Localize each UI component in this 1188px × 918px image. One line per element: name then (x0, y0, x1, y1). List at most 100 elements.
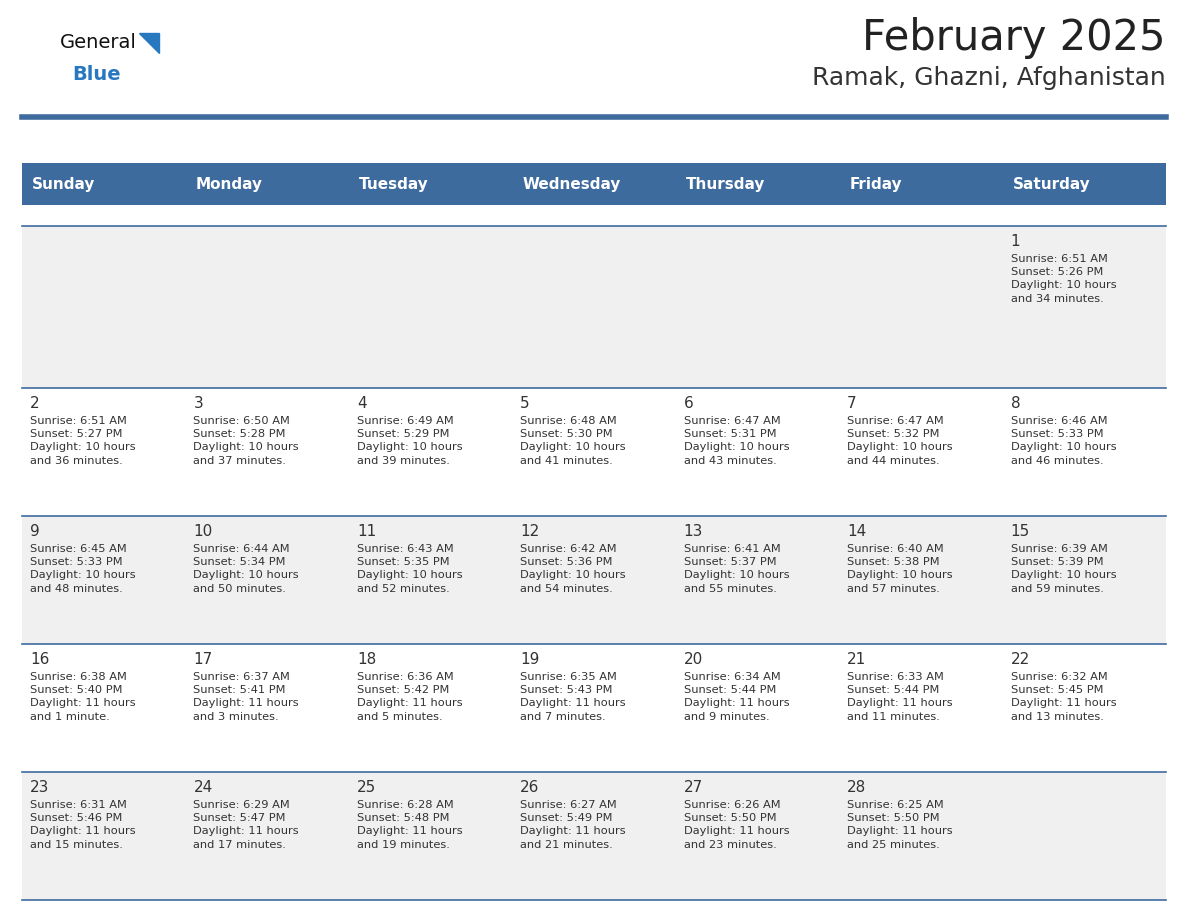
Bar (185, 163, 349, 205)
Bar (839, 163, 1003, 205)
Text: Monday: Monday (196, 176, 263, 192)
Text: 27: 27 (684, 780, 703, 795)
Bar (1003, 226, 1165, 388)
Bar (1003, 772, 1165, 900)
Text: Sunrise: 6:40 AM
Sunset: 5:38 PM
Daylight: 10 hours
and 57 minutes.: Sunrise: 6:40 AM Sunset: 5:38 PM Dayligh… (847, 544, 953, 594)
Bar (23, 388, 185, 516)
Bar (676, 516, 839, 644)
Bar (349, 644, 512, 772)
Text: February 2025: February 2025 (862, 17, 1165, 59)
Text: 14: 14 (847, 524, 866, 539)
Bar (839, 226, 1003, 388)
Text: Sunrise: 6:47 AM
Sunset: 5:31 PM
Daylight: 10 hours
and 43 minutes.: Sunrise: 6:47 AM Sunset: 5:31 PM Dayligh… (684, 416, 789, 465)
Bar (839, 516, 1003, 644)
Text: Sunrise: 6:51 AM
Sunset: 5:26 PM
Daylight: 10 hours
and 34 minutes.: Sunrise: 6:51 AM Sunset: 5:26 PM Dayligh… (1011, 254, 1117, 304)
Text: Sunrise: 6:28 AM
Sunset: 5:48 PM
Daylight: 11 hours
and 19 minutes.: Sunrise: 6:28 AM Sunset: 5:48 PM Dayligh… (356, 800, 462, 849)
Text: Sunrise: 6:41 AM
Sunset: 5:37 PM
Daylight: 10 hours
and 55 minutes.: Sunrise: 6:41 AM Sunset: 5:37 PM Dayligh… (684, 544, 789, 594)
Text: 4: 4 (356, 396, 366, 411)
Text: Sunrise: 6:51 AM
Sunset: 5:27 PM
Daylight: 10 hours
and 36 minutes.: Sunrise: 6:51 AM Sunset: 5:27 PM Dayligh… (30, 416, 135, 465)
Text: Blue: Blue (72, 65, 121, 84)
Text: 1: 1 (1011, 234, 1020, 249)
Text: 17: 17 (194, 652, 213, 667)
Bar (23, 644, 185, 772)
Text: Sunrise: 6:49 AM
Sunset: 5:29 PM
Daylight: 10 hours
and 39 minutes.: Sunrise: 6:49 AM Sunset: 5:29 PM Dayligh… (356, 416, 462, 465)
Text: 25: 25 (356, 780, 377, 795)
Text: Thursday: Thursday (685, 176, 765, 192)
Bar (839, 644, 1003, 772)
Text: Sunrise: 6:38 AM
Sunset: 5:40 PM
Daylight: 11 hours
and 1 minute.: Sunrise: 6:38 AM Sunset: 5:40 PM Dayligh… (30, 672, 135, 722)
Text: Sunrise: 6:29 AM
Sunset: 5:47 PM
Daylight: 11 hours
and 17 minutes.: Sunrise: 6:29 AM Sunset: 5:47 PM Dayligh… (194, 800, 299, 849)
Bar (676, 388, 839, 516)
Bar (676, 644, 839, 772)
Text: Wednesday: Wednesday (523, 176, 620, 192)
Text: Ramak, Ghazni, Afghanistan: Ramak, Ghazni, Afghanistan (813, 66, 1165, 90)
Text: 9: 9 (30, 524, 39, 539)
Bar (512, 388, 676, 516)
Bar (349, 388, 512, 516)
Text: Sunrise: 6:42 AM
Sunset: 5:36 PM
Daylight: 10 hours
and 54 minutes.: Sunrise: 6:42 AM Sunset: 5:36 PM Dayligh… (520, 544, 626, 594)
Text: 23: 23 (30, 780, 50, 795)
Text: Sunrise: 6:46 AM
Sunset: 5:33 PM
Daylight: 10 hours
and 46 minutes.: Sunrise: 6:46 AM Sunset: 5:33 PM Dayligh… (1011, 416, 1117, 465)
Bar (512, 516, 676, 644)
Bar (1003, 388, 1165, 516)
Text: Sunrise: 6:47 AM
Sunset: 5:32 PM
Daylight: 10 hours
and 44 minutes.: Sunrise: 6:47 AM Sunset: 5:32 PM Dayligh… (847, 416, 953, 465)
Text: 13: 13 (684, 524, 703, 539)
Bar (185, 644, 349, 772)
Text: Sunrise: 6:44 AM
Sunset: 5:34 PM
Daylight: 10 hours
and 50 minutes.: Sunrise: 6:44 AM Sunset: 5:34 PM Dayligh… (194, 544, 299, 594)
Bar (676, 772, 839, 900)
Text: 11: 11 (356, 524, 377, 539)
Bar (512, 644, 676, 772)
Bar (1003, 163, 1165, 205)
Text: 16: 16 (30, 652, 50, 667)
Text: Friday: Friday (849, 176, 902, 192)
Text: Sunrise: 6:36 AM
Sunset: 5:42 PM
Daylight: 11 hours
and 5 minutes.: Sunrise: 6:36 AM Sunset: 5:42 PM Dayligh… (356, 672, 462, 722)
Bar (676, 226, 839, 388)
Text: 24: 24 (194, 780, 213, 795)
Bar (839, 772, 1003, 900)
Bar (185, 516, 349, 644)
Text: 28: 28 (847, 780, 866, 795)
Text: Sunrise: 6:48 AM
Sunset: 5:30 PM
Daylight: 10 hours
and 41 minutes.: Sunrise: 6:48 AM Sunset: 5:30 PM Dayligh… (520, 416, 626, 465)
Text: Sunrise: 6:39 AM
Sunset: 5:39 PM
Daylight: 10 hours
and 59 minutes.: Sunrise: 6:39 AM Sunset: 5:39 PM Dayligh… (1011, 544, 1117, 594)
Bar (23, 163, 185, 205)
Text: 6: 6 (684, 396, 694, 411)
Text: Sunrise: 6:31 AM
Sunset: 5:46 PM
Daylight: 11 hours
and 15 minutes.: Sunrise: 6:31 AM Sunset: 5:46 PM Dayligh… (30, 800, 135, 849)
Text: Sunrise: 6:27 AM
Sunset: 5:49 PM
Daylight: 11 hours
and 21 minutes.: Sunrise: 6:27 AM Sunset: 5:49 PM Dayligh… (520, 800, 626, 849)
Text: Sunrise: 6:35 AM
Sunset: 5:43 PM
Daylight: 11 hours
and 7 minutes.: Sunrise: 6:35 AM Sunset: 5:43 PM Dayligh… (520, 672, 626, 722)
Bar (185, 388, 349, 516)
Text: Sunrise: 6:37 AM
Sunset: 5:41 PM
Daylight: 11 hours
and 3 minutes.: Sunrise: 6:37 AM Sunset: 5:41 PM Dayligh… (194, 672, 299, 722)
Bar (23, 226, 185, 388)
Text: 7: 7 (847, 396, 857, 411)
Text: 3: 3 (194, 396, 203, 411)
Text: 15: 15 (1011, 524, 1030, 539)
Bar (185, 772, 349, 900)
Text: Sunrise: 6:32 AM
Sunset: 5:45 PM
Daylight: 11 hours
and 13 minutes.: Sunrise: 6:32 AM Sunset: 5:45 PM Dayligh… (1011, 672, 1117, 722)
Text: 10: 10 (194, 524, 213, 539)
Text: 8: 8 (1011, 396, 1020, 411)
Text: Sunrise: 6:34 AM
Sunset: 5:44 PM
Daylight: 11 hours
and 9 minutes.: Sunrise: 6:34 AM Sunset: 5:44 PM Dayligh… (684, 672, 789, 722)
Text: Sunrise: 6:43 AM
Sunset: 5:35 PM
Daylight: 10 hours
and 52 minutes.: Sunrise: 6:43 AM Sunset: 5:35 PM Dayligh… (356, 544, 462, 594)
Text: Sunday: Sunday (32, 176, 95, 192)
Bar (1003, 516, 1165, 644)
Bar (349, 516, 512, 644)
Text: 12: 12 (520, 524, 539, 539)
Bar (349, 772, 512, 900)
Bar (1003, 644, 1165, 772)
Text: Sunrise: 6:45 AM
Sunset: 5:33 PM
Daylight: 10 hours
and 48 minutes.: Sunrise: 6:45 AM Sunset: 5:33 PM Dayligh… (30, 544, 135, 594)
Bar (349, 163, 512, 205)
Bar (185, 226, 349, 388)
Bar (512, 163, 676, 205)
Bar (839, 388, 1003, 516)
Bar (512, 226, 676, 388)
Text: Sunrise: 6:33 AM
Sunset: 5:44 PM
Daylight: 11 hours
and 11 minutes.: Sunrise: 6:33 AM Sunset: 5:44 PM Dayligh… (847, 672, 953, 722)
Bar (676, 163, 839, 205)
Text: Sunrise: 6:26 AM
Sunset: 5:50 PM
Daylight: 11 hours
and 23 minutes.: Sunrise: 6:26 AM Sunset: 5:50 PM Dayligh… (684, 800, 789, 849)
Text: 18: 18 (356, 652, 377, 667)
Text: 5: 5 (520, 396, 530, 411)
Polygon shape (139, 33, 159, 53)
Bar (23, 772, 185, 900)
Bar (23, 516, 185, 644)
Text: 26: 26 (520, 780, 539, 795)
Text: General: General (61, 33, 137, 52)
Text: 2: 2 (30, 396, 39, 411)
